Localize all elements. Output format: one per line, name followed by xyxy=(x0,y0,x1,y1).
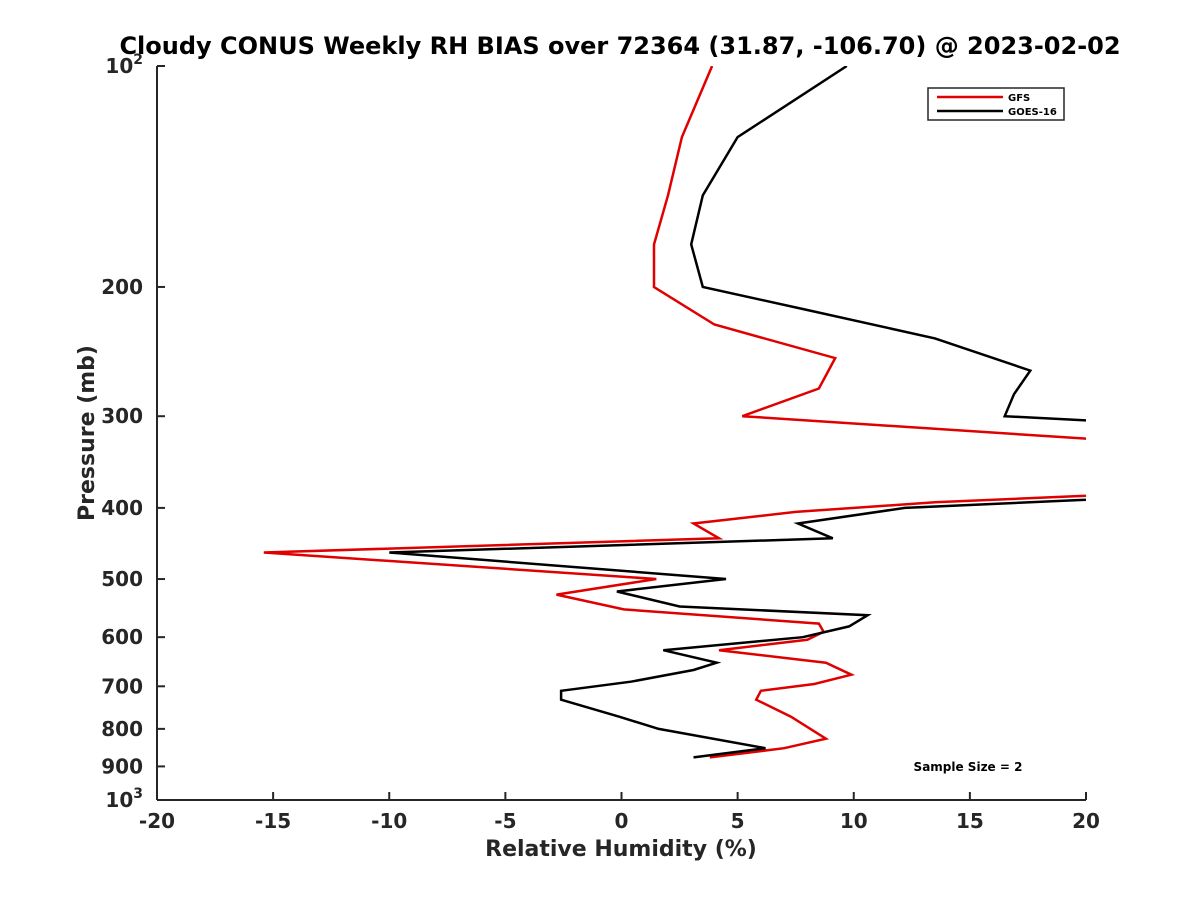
y-tick-label: 500 xyxy=(101,567,143,591)
y-tick-label-base: 10 xyxy=(105,54,133,78)
y-tick-label: 300 xyxy=(101,404,143,428)
x-tick-label: 5 xyxy=(731,809,745,833)
legend-label-gfs: GFS xyxy=(1008,93,1030,104)
series-layer xyxy=(263,66,1086,759)
y-tick-label: 600 xyxy=(101,625,143,649)
series-line-goes16 xyxy=(389,66,1086,759)
y-tick-label-base: 10 xyxy=(105,788,133,812)
x-tick-label: 15 xyxy=(956,809,984,833)
y-tick-label-exponent: 3 xyxy=(133,786,143,802)
y-tick-label-exponent: 2 xyxy=(133,52,143,68)
sample-size-annotation: Sample Size = 2 xyxy=(914,760,1023,774)
x-tick-label: -5 xyxy=(494,809,516,833)
x-tick-label: -10 xyxy=(371,809,407,833)
y-axis-label: Pressure (mb) xyxy=(75,345,100,521)
legend-box xyxy=(927,87,1065,121)
y-tick-label: 102 xyxy=(105,52,143,78)
y-tick-label: 700 xyxy=(101,674,143,698)
x-tick-label: 10 xyxy=(840,809,868,833)
x-tick-label: 0 xyxy=(615,809,629,833)
legend-label-goes16: GOES-16 xyxy=(1008,107,1057,118)
x-axis-ticks: -20 -15 -10 -5 0 5 10 15 20 xyxy=(139,792,1100,833)
y-tick-label: 900 xyxy=(101,754,143,778)
x-tick-label: -20 xyxy=(139,809,175,833)
y-tick-label: 200 xyxy=(101,275,143,299)
x-tick-label: 20 xyxy=(1072,809,1100,833)
x-tick-label: -15 xyxy=(255,809,291,833)
y-tick-label: 800 xyxy=(101,717,143,741)
legend: GFS GOES-16 xyxy=(927,87,1065,121)
y-tick-label: 103 xyxy=(105,786,143,812)
series-line-gfs xyxy=(263,66,1086,759)
chart-title: Cloudy CONUS Weekly RH BIAS over 72364 (… xyxy=(119,32,1120,60)
x-axis-label: Relative Humidity (%) xyxy=(485,837,757,862)
y-tick-label: 400 xyxy=(101,496,143,520)
